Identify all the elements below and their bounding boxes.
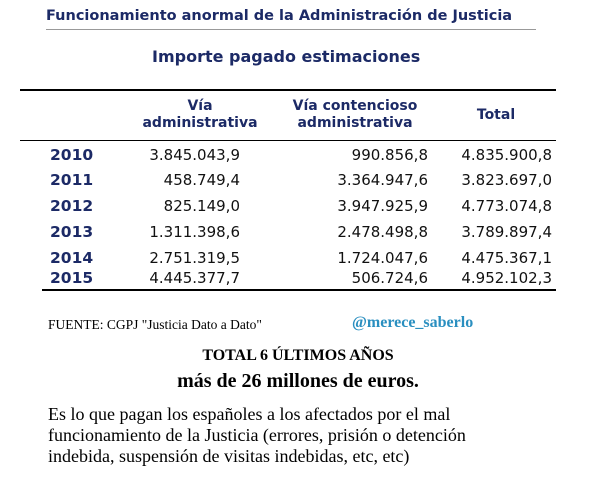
description: Es lo que pagan los españoles a los afec… — [48, 404, 466, 467]
amount: 3.947.925,9 — [337, 197, 428, 215]
year: 2012 — [50, 197, 94, 215]
amount: 990.856,8 — [351, 146, 428, 164]
column-header: Vía contencioso administrativa — [280, 98, 430, 132]
amount: 4.835.900,8 — [461, 146, 552, 164]
amount: 4.952.102,3 — [461, 269, 552, 287]
amount: 825.149,0 — [163, 197, 240, 215]
header-line: administrativa — [142, 115, 258, 131]
table-top-rule — [20, 89, 556, 91]
amount: 3.823.697,0 — [461, 171, 552, 189]
handle: @merece_saberlo — [352, 314, 474, 331]
total-amount: más de 26 millones de euros. — [177, 370, 419, 392]
year: 2013 — [50, 223, 94, 241]
amount: 3.789.897,4 — [461, 223, 552, 241]
amount: 1.311.398,6 — [149, 223, 240, 241]
header-line: Vía — [187, 98, 213, 114]
year: 2015 — [50, 269, 94, 287]
column-header: Total — [446, 107, 546, 124]
amount: 458.749,4 — [163, 171, 240, 189]
header-rule — [20, 140, 556, 141]
table-bottom-rule — [42, 289, 556, 291]
description-line: indebida, suspensión de visitas indebida… — [48, 446, 410, 466]
title-rule — [46, 29, 536, 30]
year: 2011 — [50, 171, 94, 189]
column-header: Vía administrativa — [125, 98, 275, 132]
year: 2014 — [50, 249, 94, 267]
amount: 3.364.947,6 — [337, 171, 428, 189]
description-line: funcionamiento de la Justicia (errores, … — [48, 425, 466, 445]
header-line: Vía contencioso — [292, 98, 418, 114]
subtitle: Importe pagado estimaciones — [152, 47, 421, 66]
amount: 506.724,6 — [351, 269, 428, 287]
amount: 4.445.377,7 — [149, 269, 240, 287]
amount: 2.478.498,8 — [337, 223, 428, 241]
amount: 3.845.043,9 — [149, 146, 240, 164]
title: Funcionamiento anormal de la Administrac… — [46, 8, 513, 24]
amount: 4.475.367,1 — [461, 249, 552, 267]
amount: 4.773.074,8 — [461, 197, 552, 215]
description-line: Es lo que pagan los españoles a los afec… — [48, 404, 451, 424]
amount: 1.724.047,6 — [337, 249, 428, 267]
header-line: Total — [476, 107, 516, 123]
source: FUENTE: CGPJ "Justicia Dato a Dato" — [48, 317, 262, 332]
year: 2010 — [50, 146, 94, 164]
amount: 2.751.319,5 — [149, 249, 240, 267]
header-line: administrativa — [297, 115, 413, 131]
total-label: TOTAL 6 ÚLTIMOS AÑOS — [202, 347, 394, 364]
